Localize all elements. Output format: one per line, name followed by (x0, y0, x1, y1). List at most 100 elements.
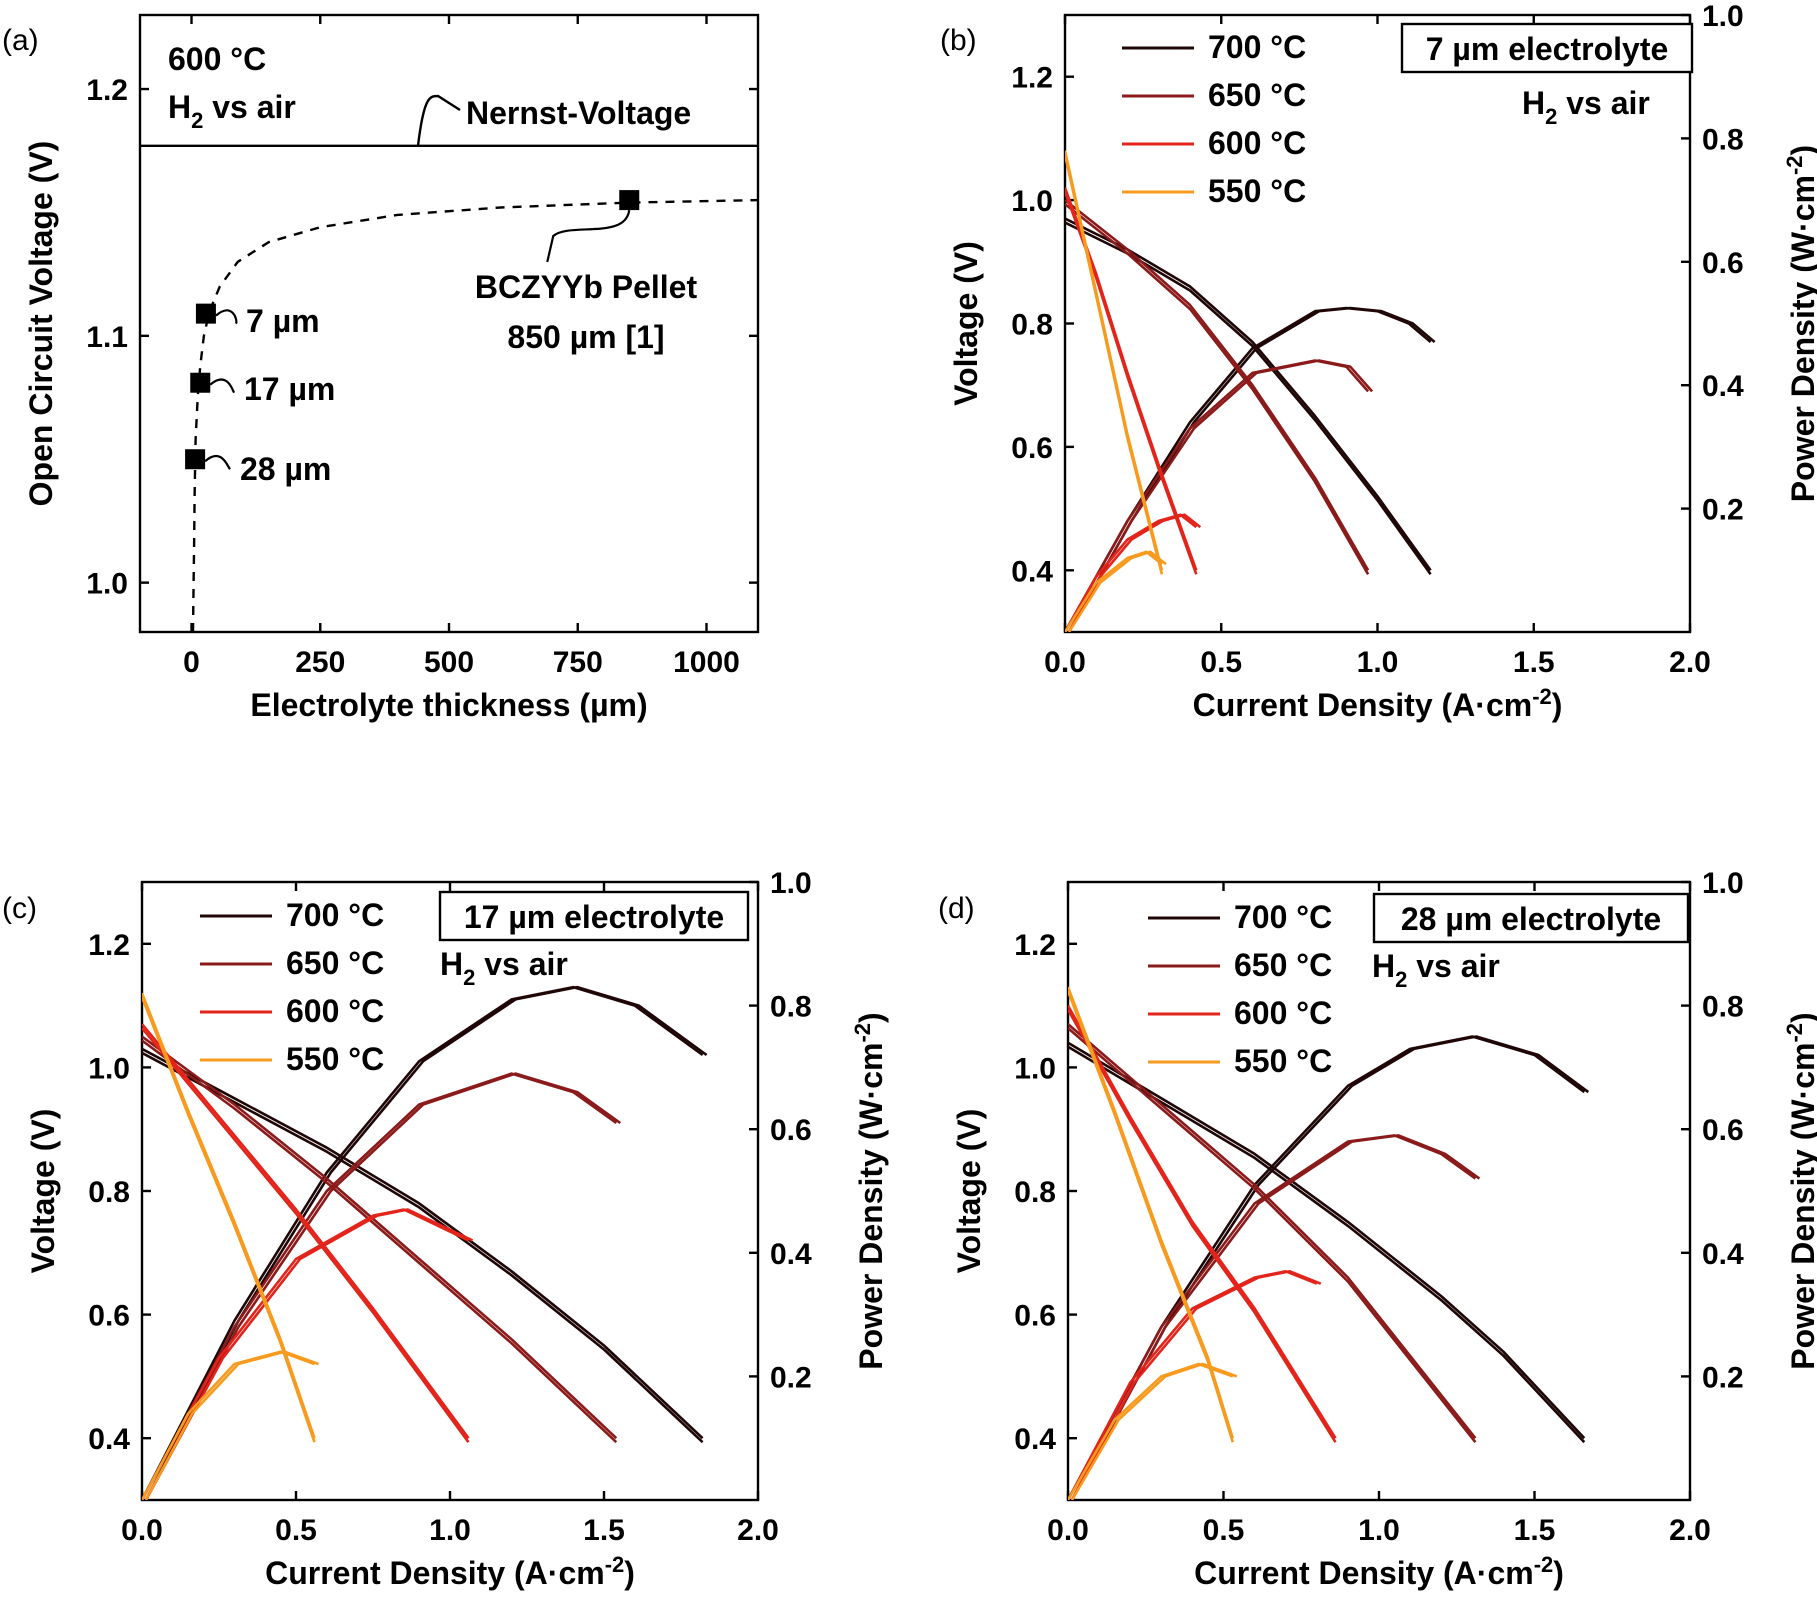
legend-label: 550 °C (1208, 173, 1306, 209)
electrolyte-box (1400, 22, 1694, 74)
y2-tick-label: 0.4 (770, 1238, 812, 1271)
power-curve (142, 1350, 315, 1500)
electrolyte-box (438, 890, 750, 942)
subscript: 2 (191, 108, 203, 133)
x-axis-title-end: ) (624, 1555, 635, 1591)
superscript: -2 (1532, 684, 1552, 709)
y2-axis-title: Power Density (W·cm-2) (850, 1012, 889, 1369)
legend-label: 650 °C (286, 945, 384, 981)
legend-label: 600 °C (286, 993, 384, 1029)
curves (142, 985, 708, 1500)
x-tick-label: 2.0 (1669, 646, 1711, 679)
panel-b: (b) 0.0 0.5 1.0 1.5 2.0 0.4 0.6 0.8 1.0 1.2 0.2 0.4 0… (940, 0, 1817, 723)
y-axis-title: Voltage (V) (951, 1109, 987, 1274)
x-tick-label: 1.0 (1358, 1514, 1400, 1547)
x-axis-title: Current Density (A·cm-2) (265, 1552, 635, 1591)
subscript: 2 (463, 965, 475, 990)
y2-axis-title: Power Density (W·cm-2) (1782, 145, 1817, 502)
annotation-gas-rest: vs air (203, 89, 296, 125)
y2-tick-label: 1.0 (1702, 867, 1744, 900)
power-curve (144, 1072, 622, 1500)
power-curve (1068, 1134, 1477, 1500)
x-tick-label: 0.0 (1044, 646, 1086, 679)
x-tick-label: 1.5 (1513, 646, 1555, 679)
x-tick-label: 500 (424, 646, 474, 679)
y2-axis-title-end: ) (1785, 145, 1817, 156)
superscript: -2 (605, 1552, 625, 1577)
superscript: -2 (1782, 1023, 1807, 1043)
subscript: 2 (1545, 104, 1557, 129)
y-axis-title: Voltage (V) (25, 1109, 61, 1274)
curves (1068, 986, 1590, 1500)
x-tick-label: 1.5 (1514, 1514, 1556, 1547)
legend-label: 700 °C (1208, 29, 1306, 65)
voltage-curve (1068, 1008, 1337, 1443)
voltage-curve (1065, 154, 1164, 575)
x-tick-label: 0.5 (275, 1514, 317, 1547)
x-axis-title-end: ) (1552, 687, 1563, 723)
data-point (185, 449, 206, 470)
superscript: -2 (1534, 1552, 1554, 1577)
point-label: 17 µm (244, 371, 335, 407)
legend-label: 550 °C (286, 1041, 384, 1077)
panel-d: (d) 0.0 0.5 1.0 1.5 2.0 0.4 0.6 0.8 1.0 1.2 0.2 0.4 0… (938, 867, 1817, 1591)
point-label-pellet: BCZYYb Pellet (475, 269, 698, 305)
y2-tick-label: 0.6 (770, 1114, 812, 1147)
power-curve (142, 1072, 618, 1500)
gas-annotation: H2 vs air (440, 946, 568, 990)
x-axis-title: Current Density (A·cm-2) (1194, 1552, 1564, 1591)
x-tick-label: 750 (553, 646, 603, 679)
y-tick-label: 0.4 (1014, 1423, 1056, 1456)
x-tick-label: 0 (183, 646, 200, 679)
x-tick-label: 1.5 (583, 1514, 625, 1547)
panel-a: (a) 0 250 500 750 1000 1.0 1.1 1.2 Open Circuit V… (2, 13, 760, 723)
y2-tick-label: 0.8 (770, 991, 812, 1024)
voltage-curve (142, 1047, 704, 1440)
power-curve (1068, 1035, 1586, 1500)
annotation-gas: H2 vs air (168, 89, 296, 133)
voltage-curve (142, 1023, 470, 1439)
x-tick-label: 0.0 (121, 1514, 163, 1547)
y2-tick-label: 1.0 (770, 867, 812, 900)
voltage-curve (1068, 1023, 1477, 1440)
legend-label: 700 °C (286, 897, 384, 933)
data-point (190, 372, 211, 393)
y-tick-label: 1.2 (86, 74, 128, 107)
point-leader (215, 309, 238, 325)
x-axis-title: Current Density (A·cm-2) (1193, 684, 1563, 723)
electrolyte-box (1372, 892, 1690, 944)
point-label-pellet-thickness: 850 µm [1] (507, 319, 664, 355)
x-tick-label: 1.0 (429, 1514, 471, 1547)
superscript: -2 (850, 1023, 875, 1043)
electrolyte-label: 17 µm electrolyte (464, 899, 724, 935)
subscript: 2 (1395, 967, 1407, 992)
y-tick-label: 0.4 (1011, 555, 1053, 588)
power-curve (1070, 1362, 1238, 1500)
x-axis-title-mid: ·cm (1477, 1555, 1534, 1591)
y2-axis-title: Power Density (W·cm-2) (1782, 1012, 1817, 1369)
power-curve (144, 985, 708, 1500)
y2-axis-title-mid: ·cm (1785, 1043, 1817, 1100)
y-tick-label: 1.2 (1014, 929, 1056, 962)
fit-curve (191, 198, 758, 632)
gas-annotation-rest: vs air (1407, 948, 1500, 984)
voltage-curve (142, 1027, 470, 1443)
point-leader (209, 378, 236, 394)
y-tick-label: 1.0 (88, 1052, 130, 1085)
nernst-label: Nernst-Voltage (466, 95, 691, 131)
point-leader (204, 454, 231, 470)
y-tick-label: 1.1 (86, 321, 128, 354)
panel-label: (a) (2, 24, 39, 57)
electrolyte-label: 28 µm electrolyte (1401, 901, 1661, 937)
voltage-curve (142, 1051, 704, 1444)
y2-axis-title-end: ) (853, 1012, 889, 1023)
y2-tick-label: 0.2 (770, 1361, 812, 1394)
x-tick-label: 2.0 (737, 1514, 779, 1547)
legend-label: 550 °C (1234, 1043, 1332, 1079)
y2-axis-title-mid: ·cm (853, 1043, 889, 1100)
y2-axis-title-mid: ·cm (1785, 175, 1817, 232)
y-tick-label: 0.6 (1014, 1300, 1056, 1333)
y2-tick-label: 0.4 (1702, 1238, 1744, 1271)
y2-axis-title-end: ) (1785, 1012, 1817, 1023)
